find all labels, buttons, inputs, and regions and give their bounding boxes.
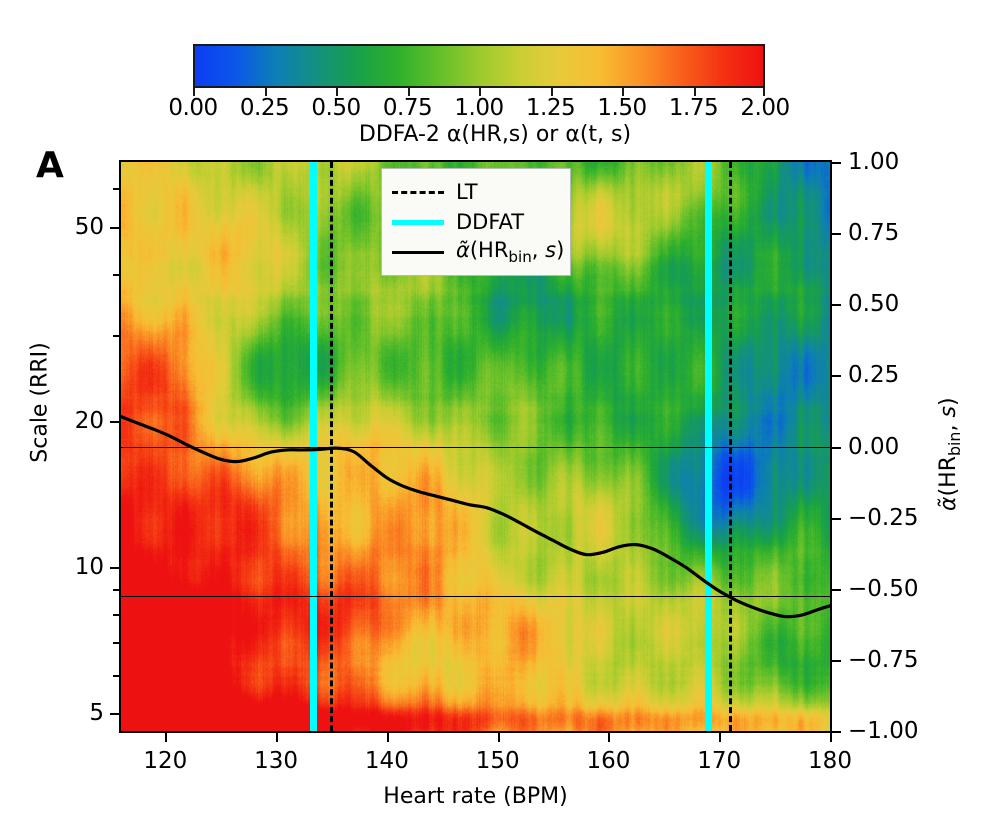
y-axis-left-minor-tick bbox=[113, 614, 119, 617]
alpha-tilde-curve bbox=[121, 415, 830, 619]
x-axis-tick-label: 130 bbox=[254, 748, 299, 774]
y-axis-right-tick bbox=[832, 517, 841, 520]
y-axis-left-tick bbox=[110, 226, 119, 229]
x-axis-tick bbox=[386, 733, 389, 742]
y-axis-right-tick-label: 1.00 bbox=[848, 149, 900, 175]
y-axis-right-tick-label: 0.75 bbox=[848, 220, 900, 247]
y-axis-right-tick bbox=[832, 233, 841, 236]
y-axis-right-tick-label: −0.75 bbox=[848, 646, 919, 673]
legend: LT DDFAT α̃(HRbin, s) bbox=[381, 168, 571, 276]
x-axis-tick bbox=[165, 733, 168, 742]
y-axis-left-minor-tick bbox=[113, 188, 119, 191]
x-axis-tick bbox=[608, 733, 611, 742]
colorbar-tick bbox=[693, 88, 696, 96]
x-axis-tick-label: 140 bbox=[364, 748, 409, 774]
reference-hline bbox=[121, 595, 830, 597]
y-axis-right-title: α̃(HRbin, s) bbox=[935, 397, 965, 511]
colorbar-tick bbox=[336, 88, 338, 96]
y-axis-left-tick-label: 5 bbox=[89, 700, 104, 727]
x-axis-tick bbox=[719, 733, 722, 742]
colorbar-tick-label: 1.00 bbox=[454, 95, 504, 121]
x-axis-title: Heart rate (BPM) bbox=[383, 784, 568, 809]
x-axis-tick-label: 180 bbox=[808, 748, 852, 774]
colorbar bbox=[193, 44, 765, 88]
colorbar-tick-label: 1.25 bbox=[525, 95, 576, 121]
y-axis-right-tick-label: −0.50 bbox=[848, 575, 919, 602]
alpha-tilde-curve-path bbox=[121, 415, 830, 619]
legend-label-alpha-tilde: α̃(HRbin, s) bbox=[456, 237, 565, 267]
y-axis-right-tick bbox=[832, 304, 841, 307]
colorbar-tick-label: 0.50 bbox=[311, 95, 361, 121]
colorbar-tick bbox=[193, 88, 195, 96]
legend-item-alpha-tilde: α̃(HRbin, s) bbox=[392, 237, 564, 267]
reference-hline bbox=[121, 446, 830, 448]
colorbar-tick-label: 1.50 bbox=[597, 95, 647, 121]
legend-swatch-lt-dashed-line-icon bbox=[392, 190, 444, 194]
y-axis-right-tick-label: −1.00 bbox=[848, 718, 919, 744]
colorbar-tick bbox=[264, 88, 267, 96]
x-axis-tick-label: 160 bbox=[586, 748, 631, 774]
colorbar-tick bbox=[763, 88, 765, 96]
colorbar-tick-label: 0.25 bbox=[239, 95, 290, 121]
y-axis-left-minor-tick bbox=[113, 589, 119, 592]
y-axis-left-minor-tick bbox=[113, 674, 119, 677]
y-axis-left-title: Scale (RRI) bbox=[27, 342, 53, 463]
x-axis-tick-label: 150 bbox=[475, 748, 520, 774]
colorbar-tick bbox=[407, 88, 410, 96]
y-axis-left-tick bbox=[110, 713, 119, 716]
y-axis-right-tick-label: −0.25 bbox=[848, 504, 919, 531]
y-axis-right-tick bbox=[832, 162, 841, 164]
y-axis-left-tick-label: 50 bbox=[74, 213, 104, 240]
colorbar-tick-labels: 0.00 0.25 0.50 0.75 1.00 1.25 1.50 1.75 2.00 bbox=[0, 95, 990, 121]
legend-item-lt: LT bbox=[392, 177, 560, 207]
colorbar-gradient bbox=[193, 44, 765, 88]
legend-item-ddfat: DDFAT bbox=[392, 207, 560, 237]
colorbar-label: DDFA-2 α(HR,s) or α(t, s) bbox=[358, 122, 632, 147]
y-axis-left-minor-tick bbox=[113, 274, 119, 277]
colorbar-tick bbox=[622, 88, 624, 96]
colorbar-tick-label: 0.75 bbox=[382, 95, 433, 121]
y-axis-left-tick bbox=[110, 566, 119, 569]
y-axis-left-minor-tick bbox=[113, 334, 119, 337]
y-axis-left-tick-label: 10 bbox=[74, 553, 104, 580]
legend-label-lt: LT bbox=[456, 180, 478, 204]
y-axis-right-tick-label: 0.25 bbox=[848, 362, 900, 389]
panel-label: A bbox=[36, 145, 64, 186]
legend-label-ddfat: DDFAT bbox=[456, 210, 525, 234]
colorbar-tick-label: 0.00 bbox=[168, 95, 218, 121]
y-axis-right-tick-label: 0.50 bbox=[848, 291, 900, 318]
y-axis-right-tick bbox=[832, 446, 841, 449]
y-axis-right-tick bbox=[832, 659, 841, 662]
legend-swatch-ddfat-line-icon bbox=[392, 219, 444, 225]
x-axis-tick bbox=[830, 733, 832, 742]
y-axis-left-tick-label: 20 bbox=[74, 407, 104, 434]
y-axis-right-tick bbox=[832, 731, 841, 733]
legend-swatch-alpha-line-icon bbox=[392, 250, 444, 254]
colorbar-tick bbox=[479, 88, 481, 96]
colorbar-tick bbox=[550, 88, 553, 96]
x-axis-tick-label: 120 bbox=[143, 748, 188, 774]
colorbar-ticks bbox=[193, 88, 765, 96]
x-axis-tick bbox=[276, 733, 279, 742]
y-axis-left-tick bbox=[110, 420, 119, 423]
y-axis-right-tick-label: 0.00 bbox=[848, 433, 900, 460]
x-axis-tick-label: 170 bbox=[697, 748, 742, 774]
colorbar-tick-label: 2.00 bbox=[740, 95, 790, 121]
y-axis-right-tick bbox=[832, 588, 841, 591]
y-axis-right-tick bbox=[832, 375, 841, 378]
colorbar-tick-label: 1.75 bbox=[668, 95, 719, 121]
x-axis-tick bbox=[497, 733, 500, 742]
y-axis-left-minor-tick bbox=[113, 642, 119, 645]
